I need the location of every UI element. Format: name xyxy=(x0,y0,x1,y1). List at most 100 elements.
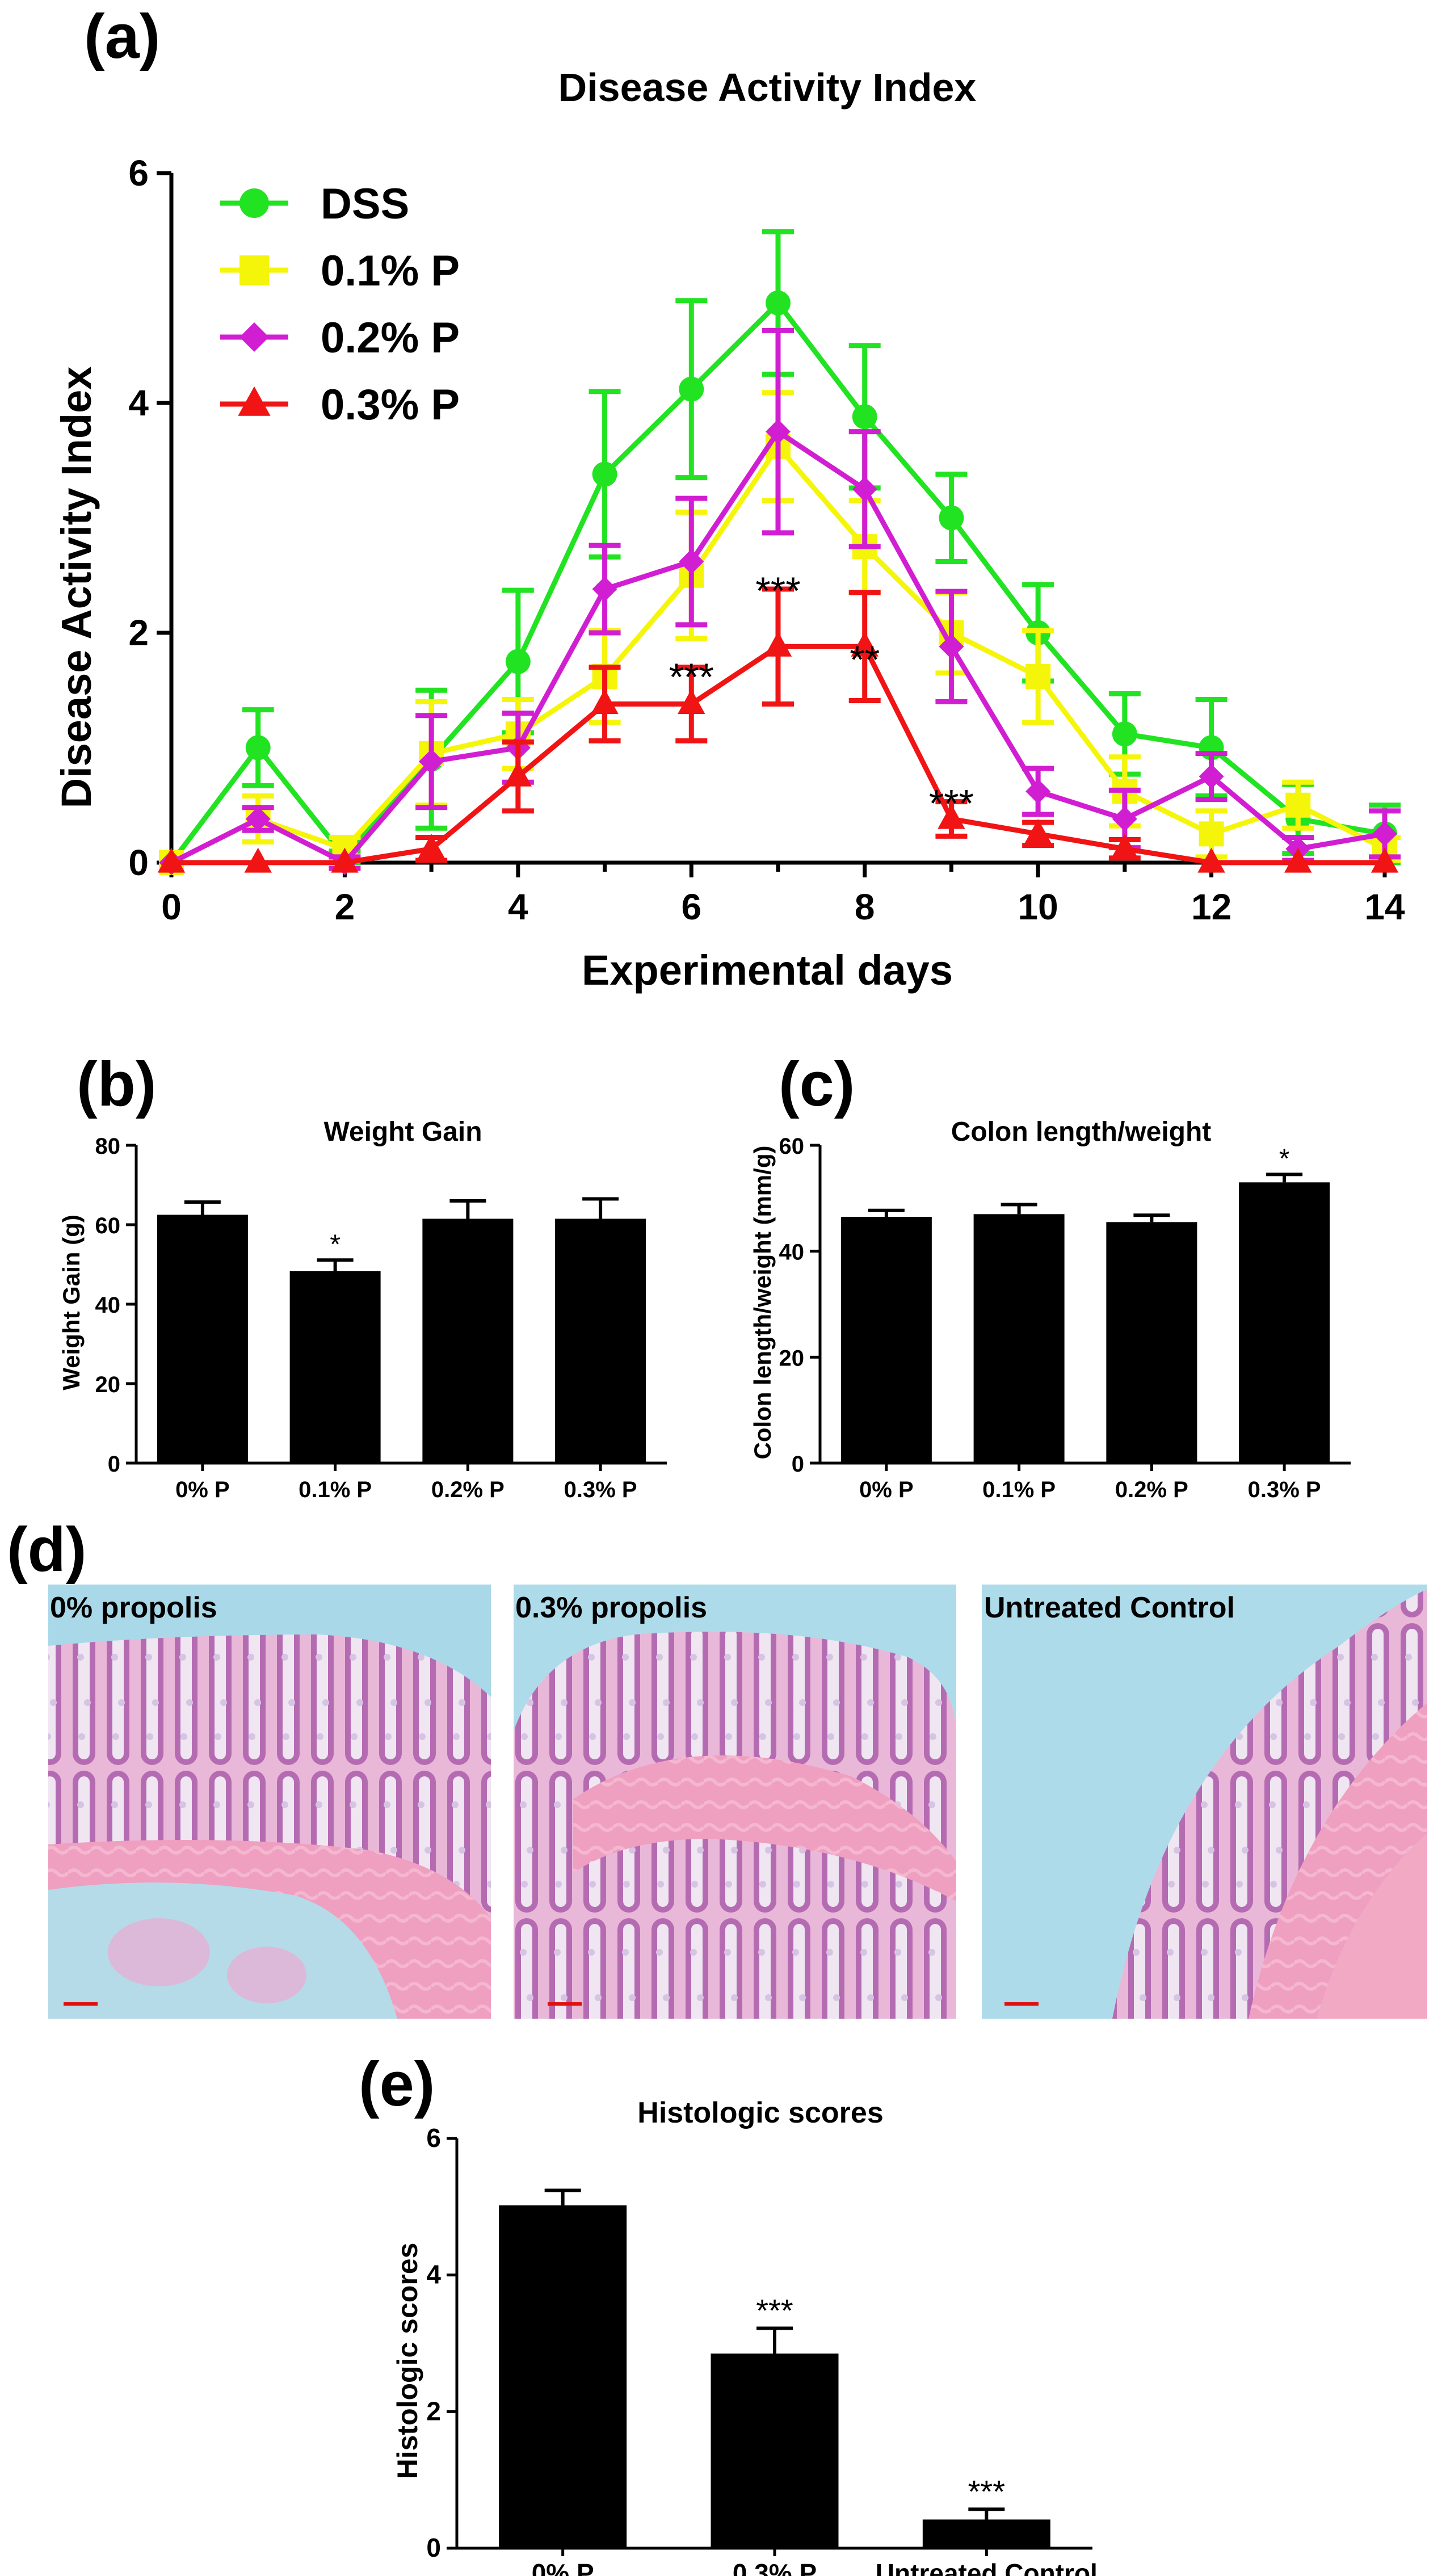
bar xyxy=(555,1218,646,1463)
data-point-diamond xyxy=(1112,806,1137,832)
y-tick-label: 4 xyxy=(128,383,149,423)
data-point-diamond xyxy=(419,749,444,774)
chart-a-legend: DSS 0.1% P 0.2% P 0.3% P xyxy=(220,180,460,429)
data-point-diamond xyxy=(245,806,271,832)
significance-label: *** xyxy=(755,569,800,612)
legend-label: 0.1% P xyxy=(321,247,460,295)
data-point-square xyxy=(1285,792,1311,818)
x-tick-label: 2 xyxy=(335,886,355,927)
data-point-triangle xyxy=(678,689,705,715)
data-point-square xyxy=(1199,821,1224,847)
data-point-circle xyxy=(939,505,964,531)
micrograph-label-0: 0% propolis xyxy=(50,1591,217,1624)
panel-label-d: (d) xyxy=(7,1515,86,1585)
legend-label: 0.3% P xyxy=(321,381,460,429)
x-tick-label: 0 xyxy=(161,886,182,927)
x-tick-label: 10 xyxy=(1018,886,1058,927)
bar xyxy=(922,2519,1050,2548)
data-point-circle xyxy=(766,290,791,316)
bar xyxy=(711,2354,839,2548)
chart-b: 0 20 40 60 80 0% P 0.1% P * 0.2% P 0.3% P xyxy=(95,1134,667,1502)
bar xyxy=(1239,1182,1330,1463)
data-point-triangle xyxy=(1197,847,1225,873)
x-tick-label: 12 xyxy=(1191,886,1231,927)
significance-label: *** xyxy=(929,782,974,825)
data-point-diamond xyxy=(239,322,269,352)
micrograph-label-2: Untreated Control xyxy=(984,1591,1235,1624)
data-point-circle xyxy=(245,735,271,760)
micrograph-untreated-control xyxy=(982,1585,1427,2019)
legend-label: DSS xyxy=(321,180,409,228)
data-point-circle xyxy=(592,461,617,487)
x-tick-label: 14 xyxy=(1364,886,1405,927)
data-point-diamond xyxy=(766,419,791,444)
data-point-triangle xyxy=(591,689,619,715)
chart-b-y-label: Weight Gain (g) xyxy=(58,1215,85,1390)
micrograph-0.3-percent xyxy=(514,1585,956,2019)
x-tick-label: 0% P xyxy=(859,1477,914,1502)
data-point-diamond xyxy=(1199,764,1224,789)
x-tick-label: 8 xyxy=(855,886,875,927)
data-point-triangle xyxy=(1024,818,1052,844)
y-tick-label: 2 xyxy=(426,2396,441,2426)
y-tick-label: 6 xyxy=(128,153,149,194)
series-0.3% P xyxy=(157,586,1399,873)
data-point-circle xyxy=(852,404,877,430)
data-point-diamond xyxy=(1372,821,1397,847)
data-point-triangle xyxy=(1371,847,1399,873)
panel-label-c: (c) xyxy=(779,1049,855,1119)
data-point-diamond xyxy=(1025,779,1051,804)
data-point-triangle xyxy=(938,804,965,829)
x-tick-label: 0.1% P xyxy=(982,1477,1056,1502)
x-tick-label: 0% P xyxy=(175,1477,230,1502)
chart-e-title: Histologic scores xyxy=(637,2096,883,2129)
y-tick-label: 2 xyxy=(128,612,149,653)
y-tick-label: 0 xyxy=(108,1452,120,1477)
significance-label: ** xyxy=(850,638,880,682)
x-tick-label: 0.1% P xyxy=(299,1477,372,1502)
significance-label: *** xyxy=(669,655,714,699)
chart-a-y-label: Disease Activity Index xyxy=(53,367,100,809)
bar xyxy=(499,2205,627,2548)
chart-a-y-ticks: 0 2 4 6 xyxy=(128,153,149,883)
y-tick-label: 60 xyxy=(779,1134,805,1159)
bar xyxy=(289,1271,381,1463)
x-tick-label: 6 xyxy=(681,886,701,927)
data-point-diamond xyxy=(679,549,704,574)
y-tick-label: 60 xyxy=(95,1213,121,1238)
chart-b-title: Weight Gain xyxy=(323,1117,482,1147)
y-tick-label: 40 xyxy=(95,1293,121,1318)
data-point-triangle xyxy=(764,631,792,657)
data-point-diamond xyxy=(592,577,617,602)
data-point-triangle xyxy=(1284,847,1312,873)
chart-e: 0 2 4 6 0% P 0.3% P *** Untreated Control *** xyxy=(426,2123,1097,2576)
data-point-square xyxy=(1025,663,1051,689)
data-point-triangle xyxy=(238,386,271,416)
y-tick-label: 20 xyxy=(95,1372,121,1397)
chart-a-x-ticks: 0 2 4 6 8 10 12 14 xyxy=(161,886,1405,927)
chart-e-y-label: Histologic scores xyxy=(392,2243,423,2480)
data-point-square xyxy=(239,255,269,285)
micrograph-label-1: 0.3% propolis xyxy=(515,1591,707,1624)
y-tick-label: 0 xyxy=(128,842,149,883)
significance-label: * xyxy=(1279,1144,1290,1174)
chart-a-title: Disease Activity Index xyxy=(558,65,977,110)
chart-a-axes xyxy=(157,171,1387,877)
y-tick-label: 20 xyxy=(779,1346,805,1371)
significance-label: * xyxy=(330,1229,341,1259)
bar xyxy=(1106,1222,1197,1463)
x-tick-label: 0.3% P xyxy=(733,2558,817,2576)
bar xyxy=(157,1215,248,1463)
y-tick-label: 4 xyxy=(426,2260,441,2289)
data-point-triangle xyxy=(244,847,272,873)
data-point-triangle xyxy=(851,631,878,657)
x-tick-label: 4 xyxy=(508,886,528,927)
significance-label: *** xyxy=(756,2293,793,2329)
significance-label: *** xyxy=(968,2473,1005,2509)
chart-c-title: Colon length/weight xyxy=(951,1117,1212,1147)
bar xyxy=(840,1217,932,1463)
micrograph-0-percent xyxy=(48,1585,491,2019)
data-point-circle xyxy=(679,376,704,402)
data-point-diamond xyxy=(939,634,964,659)
data-point-diamond xyxy=(852,476,877,502)
